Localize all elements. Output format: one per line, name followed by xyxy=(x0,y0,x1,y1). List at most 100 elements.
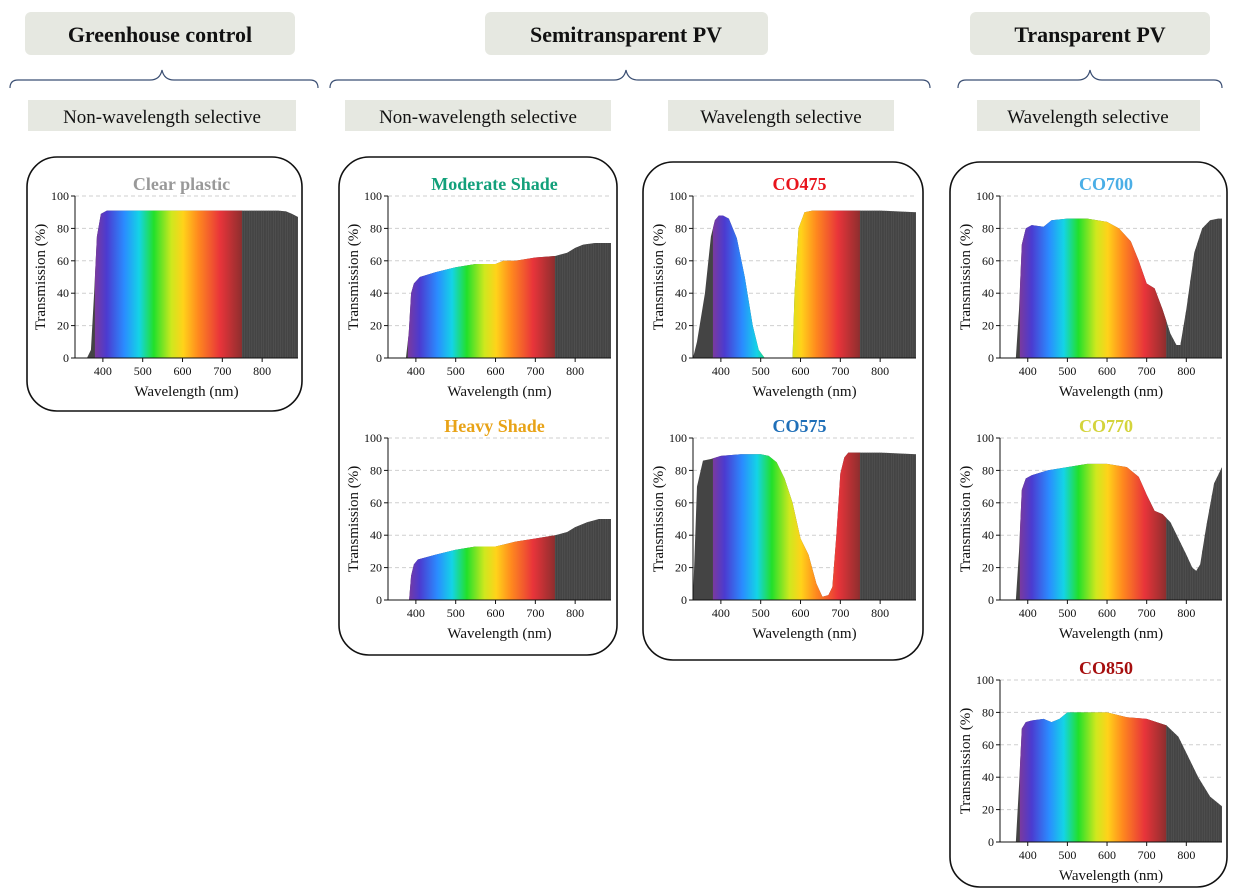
x-axis-title: Wavelength (nm) xyxy=(1059,384,1163,400)
chart-co700: 0 20 40 60 80 100 400 500 600 700 800 Wavelength (n… xyxy=(958,174,1222,400)
x-tick-label: 400 xyxy=(407,606,425,620)
x-axis-title: Wavelength (nm) xyxy=(752,384,856,400)
subgroup-transparent-selective: Wavelength selective xyxy=(977,100,1200,131)
x-tick-label: 500 xyxy=(134,364,152,378)
x-tick-label: 700 xyxy=(831,606,849,620)
subgroup-box xyxy=(668,100,894,131)
brace-greenhouse xyxy=(9,69,319,89)
y-tick-label: 40 xyxy=(982,528,994,542)
chart-co850: 0 20 40 60 80 100 400 500 600 700 800 Wavelength (n… xyxy=(958,658,1222,884)
y-tick-label: 60 xyxy=(675,496,687,510)
y-tick-label: 60 xyxy=(982,738,994,752)
chart-moderate-shade: 0 20 40 60 80 100 400 500 600 700 800 Wavelength (n… xyxy=(346,174,611,400)
y-axis-title: Transmission (%) xyxy=(651,224,667,331)
x-tick-label: 600 xyxy=(1098,364,1116,378)
category-box xyxy=(25,12,295,55)
y-tick-label: 0 xyxy=(988,351,994,365)
y-tick-label: 0 xyxy=(988,593,994,607)
y-axis-title: Transmission (%) xyxy=(346,466,362,573)
brace-semitransparent xyxy=(329,69,931,89)
y-tick-label: 0 xyxy=(988,835,994,849)
x-tick-label: 600 xyxy=(1098,606,1116,620)
transmission-area xyxy=(75,210,298,358)
x-axis-title: Wavelength (nm) xyxy=(447,626,551,642)
y-tick-label: 20 xyxy=(370,561,382,575)
y-tick-label: 20 xyxy=(675,561,687,575)
y-tick-label: 40 xyxy=(982,770,994,784)
y-tick-label: 40 xyxy=(370,528,382,542)
subgroup-box xyxy=(977,100,1200,131)
x-tick-label: 800 xyxy=(566,606,584,620)
y-tick-label: 40 xyxy=(370,286,382,300)
x-tick-label: 500 xyxy=(1058,848,1076,862)
y-axis-title: Transmission (%) xyxy=(958,224,974,331)
y-tick-label: 20 xyxy=(982,319,994,333)
y-tick-label: 80 xyxy=(982,705,994,719)
chart-title: CO475 xyxy=(773,174,827,194)
visible-spectrum-fill xyxy=(94,210,243,358)
x-tick-label: 800 xyxy=(1177,364,1195,378)
y-axis-title: Transmission (%) xyxy=(33,224,49,331)
x-tick-label: 700 xyxy=(1138,364,1156,378)
chart-co575: 0 20 40 60 80 100 400 500 600 700 800 Wavelength (n… xyxy=(651,416,916,642)
brace-transparent xyxy=(957,69,1223,89)
y-tick-label: 0 xyxy=(376,351,382,365)
category-box xyxy=(970,12,1210,55)
visible-spectrum-fill xyxy=(407,519,556,600)
y-tick-label: 80 xyxy=(675,463,687,477)
y-tick-label: 60 xyxy=(57,254,69,268)
y-tick-label: 60 xyxy=(982,254,994,268)
x-tick-label: 600 xyxy=(487,364,505,378)
x-tick-label: 600 xyxy=(792,364,810,378)
x-tick-label: 400 xyxy=(1019,606,1037,620)
chart-title: Heavy Shade xyxy=(444,416,545,436)
x-tick-label: 800 xyxy=(566,364,584,378)
y-tick-label: 100 xyxy=(364,189,382,203)
x-tick-label: 700 xyxy=(526,606,544,620)
category-label: Greenhouse control xyxy=(68,22,252,47)
y-tick-label: 60 xyxy=(675,254,687,268)
chart-clear-plastic: 0 20 40 60 80 100 400 500 600 700 800 Wavelength (n… xyxy=(33,174,298,400)
y-tick-label: 20 xyxy=(57,319,69,333)
x-tick-label: 400 xyxy=(712,364,730,378)
x-tick-label: 800 xyxy=(871,606,889,620)
subgroup-label: Wavelength selective xyxy=(700,107,861,128)
panel-frame-clear xyxy=(26,156,303,412)
transmission-area xyxy=(388,519,611,600)
x-axis-title: Wavelength (nm) xyxy=(752,626,856,642)
y-axis-title: Transmission (%) xyxy=(346,224,362,331)
visible-spectrum-fill xyxy=(1019,463,1167,600)
y-tick-label: 40 xyxy=(675,528,687,542)
y-tick-label: 0 xyxy=(376,593,382,607)
y-tick-label: 100 xyxy=(669,431,687,445)
x-tick-label: 700 xyxy=(213,364,231,378)
x-tick-label: 500 xyxy=(1058,606,1076,620)
x-tick-label: 500 xyxy=(447,606,465,620)
x-axis-title: Wavelength (nm) xyxy=(1059,868,1163,884)
category-semitransparent: Semitransparent PV xyxy=(485,12,768,55)
x-tick-label: 700 xyxy=(1138,848,1156,862)
x-tick-label: 700 xyxy=(526,364,544,378)
transmission-area xyxy=(1000,463,1222,600)
x-axis-title: Wavelength (nm) xyxy=(1059,626,1163,642)
x-axis-title: Wavelength (nm) xyxy=(447,384,551,400)
subgroup-box xyxy=(345,100,611,131)
y-tick-label: 40 xyxy=(57,286,69,300)
panel-frame-transparent xyxy=(949,161,1228,888)
x-tick-label: 700 xyxy=(831,364,849,378)
x-tick-label: 400 xyxy=(94,364,112,378)
visible-spectrum-fill xyxy=(1019,712,1167,842)
panel-frame-co475-co575 xyxy=(642,161,924,661)
subgroup-semi-selective: Wavelength selective xyxy=(668,100,894,131)
y-tick-label: 100 xyxy=(976,189,994,203)
x-tick-label: 500 xyxy=(1058,364,1076,378)
y-tick-label: 60 xyxy=(370,254,382,268)
category-label: Semitransparent PV xyxy=(530,22,722,47)
subgroup-semi-nonselective: Non-wavelength selective xyxy=(345,100,611,131)
visible-spectrum-fill xyxy=(407,242,556,358)
visible-spectrum-fill xyxy=(712,452,861,600)
transmission-area xyxy=(388,242,611,358)
x-axis-title: Wavelength (nm) xyxy=(134,384,238,400)
